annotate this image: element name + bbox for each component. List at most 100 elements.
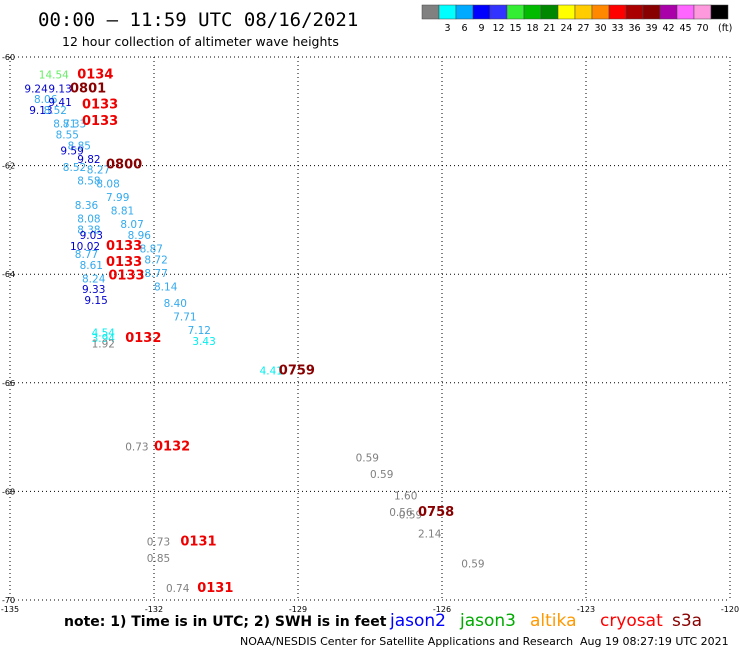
- pass-time-label: 0133: [82, 114, 118, 129]
- legend-label: 12: [492, 23, 504, 34]
- legend-label: 24: [560, 23, 572, 34]
- pass-time-label: 0131: [197, 581, 233, 596]
- wave-height-value: 8.96: [128, 230, 152, 242]
- mission-altika: altika: [530, 611, 577, 631]
- wave-height-value: 8.52: [44, 105, 67, 117]
- wave-height-value: 0.74: [166, 583, 190, 595]
- wave-height-value: 7.99: [106, 192, 129, 204]
- legend-label: 30: [594, 23, 606, 34]
- wave-height-value: 9.33: [82, 284, 105, 296]
- mission-legend: jason2 jason3 altika cryosat s3a: [389, 611, 702, 631]
- chart-title: 00:00 — 11:59 UTC 08/16/2021: [38, 9, 358, 31]
- pass-time-label: 0801: [70, 81, 106, 96]
- pass-time-label: 0132: [154, 440, 190, 455]
- pass-time-label: 0133: [82, 98, 118, 113]
- y-tick-label: -60: [2, 53, 15, 62]
- wave-height-value: 7.12: [188, 325, 211, 337]
- wave-height-value: 0.59: [370, 469, 393, 481]
- wave-height-value: 3.43: [192, 336, 215, 348]
- wave-height-value: 14.54: [39, 70, 69, 82]
- mission-cryosat: cryosat: [600, 611, 663, 631]
- wave-height-value: 2.14: [418, 529, 442, 541]
- y-tick-label: -66: [2, 379, 15, 388]
- wave-height-value: 8.36: [75, 200, 99, 212]
- legend-label: 9: [478, 23, 484, 34]
- pass-time-label: 0133: [108, 269, 144, 284]
- wave-height-value: 0.59: [461, 558, 484, 570]
- legend-label: 33: [611, 23, 623, 34]
- chart-subtitle: 12 hour collection of altimeter wave hei…: [62, 34, 339, 49]
- wave-height-value: 8.08: [77, 214, 100, 226]
- footer-credit: NOAA/NESDIS Center for Satellite Applica…: [240, 635, 573, 648]
- pass-time-label: 0759: [279, 364, 315, 379]
- legend-label: 45: [679, 23, 691, 34]
- wave-height-value: 10.02: [70, 241, 100, 253]
- legend-label: 6: [461, 23, 467, 34]
- pass-time-label: 0131: [180, 535, 216, 550]
- y-tick-label: -68: [2, 487, 15, 496]
- wave-height-value: 8.85: [68, 140, 91, 152]
- wave-height-value: 8.52: [63, 162, 86, 174]
- wave-height-value: 4.41: [260, 366, 283, 378]
- wave-height-value: 8.08: [96, 178, 119, 190]
- wave-height-value: 9.41: [48, 97, 71, 109]
- x-tick-label: -120: [721, 605, 739, 614]
- wave-height-value: 8.71: [53, 119, 76, 131]
- legend-label: 70: [696, 23, 708, 34]
- wave-height-value: 8.33: [63, 119, 86, 131]
- legend-label: 39: [645, 23, 657, 34]
- legend-swatch: [693, 4, 712, 20]
- wave-height-value: 0.73: [147, 537, 170, 549]
- wave-height-value: 0.59: [399, 510, 422, 522]
- mission-jason2: jason2: [389, 611, 446, 631]
- wave-height-value: 3.94: [92, 333, 116, 345]
- pass-time-label: 0800: [106, 157, 142, 172]
- y-tick-label: -64: [2, 270, 15, 279]
- wave-height-value: 8.07: [120, 219, 143, 231]
- legend-swatch: [421, 4, 440, 20]
- pass-time-label: 0133: [106, 239, 142, 254]
- x-tick-label: -123: [577, 605, 595, 614]
- wave-height-value: 0.59: [356, 453, 379, 465]
- legend-swatch: [489, 4, 508, 20]
- x-tick-label: -135: [1, 605, 19, 614]
- wave-height-value: 4.54: [92, 328, 116, 340]
- wave-height-value: 9.24: [24, 83, 48, 95]
- legend-label: 36: [628, 23, 640, 34]
- x-tick-label: -132: [145, 605, 163, 614]
- pass-time-label: 0134: [77, 68, 113, 83]
- wave-height-value: 8.61: [80, 260, 103, 272]
- legend-label: 42: [662, 23, 674, 34]
- legend-swatch: [540, 4, 559, 20]
- legend-swatch: [710, 4, 729, 20]
- footer-timestamp: Aug 19 08:27:19 UTC 2021: [580, 635, 729, 648]
- color-legend: 3 6 9 12 15 18 21 24 27 30 33 36 39 42 45 70: [421, 4, 729, 34]
- legend-swatch: [642, 4, 661, 20]
- legend-label: 27: [577, 23, 589, 34]
- wave-height-value: 8.87: [140, 243, 163, 255]
- legend-swatch: [591, 4, 610, 20]
- wave-height-value: 0.73: [125, 442, 148, 454]
- wave-height-value: 8.14: [154, 281, 178, 293]
- wave-height-value: 9.59: [60, 146, 83, 158]
- wave-height-value: 8.27: [87, 165, 110, 177]
- pass-time-label: 0132: [125, 331, 161, 346]
- wave-height-value: 9.13: [48, 83, 71, 95]
- wave-height-value: 0.56: [389, 507, 413, 519]
- legend-swatch: [472, 4, 491, 20]
- wave-height-value: 8.58: [77, 176, 100, 188]
- wave-height-value: 9.82: [77, 154, 100, 166]
- x-tick-labels: -135 -132 -129 -126 -123 -120: [1, 605, 739, 614]
- y-tick-label: -62: [2, 162, 15, 171]
- wave-height-value: 8.81: [111, 205, 134, 217]
- wave-height-value: 8.06: [34, 94, 58, 106]
- legend-swatch: [455, 4, 474, 20]
- legend-swatch: [523, 4, 542, 20]
- legend-swatch: [506, 4, 525, 20]
- mission-jason3: jason3: [459, 611, 516, 631]
- legend-swatch: [557, 4, 576, 20]
- legend-swatch: [608, 4, 627, 20]
- wave-height-value: 9.03: [80, 230, 103, 242]
- wave-height-value: 8.40: [164, 298, 187, 310]
